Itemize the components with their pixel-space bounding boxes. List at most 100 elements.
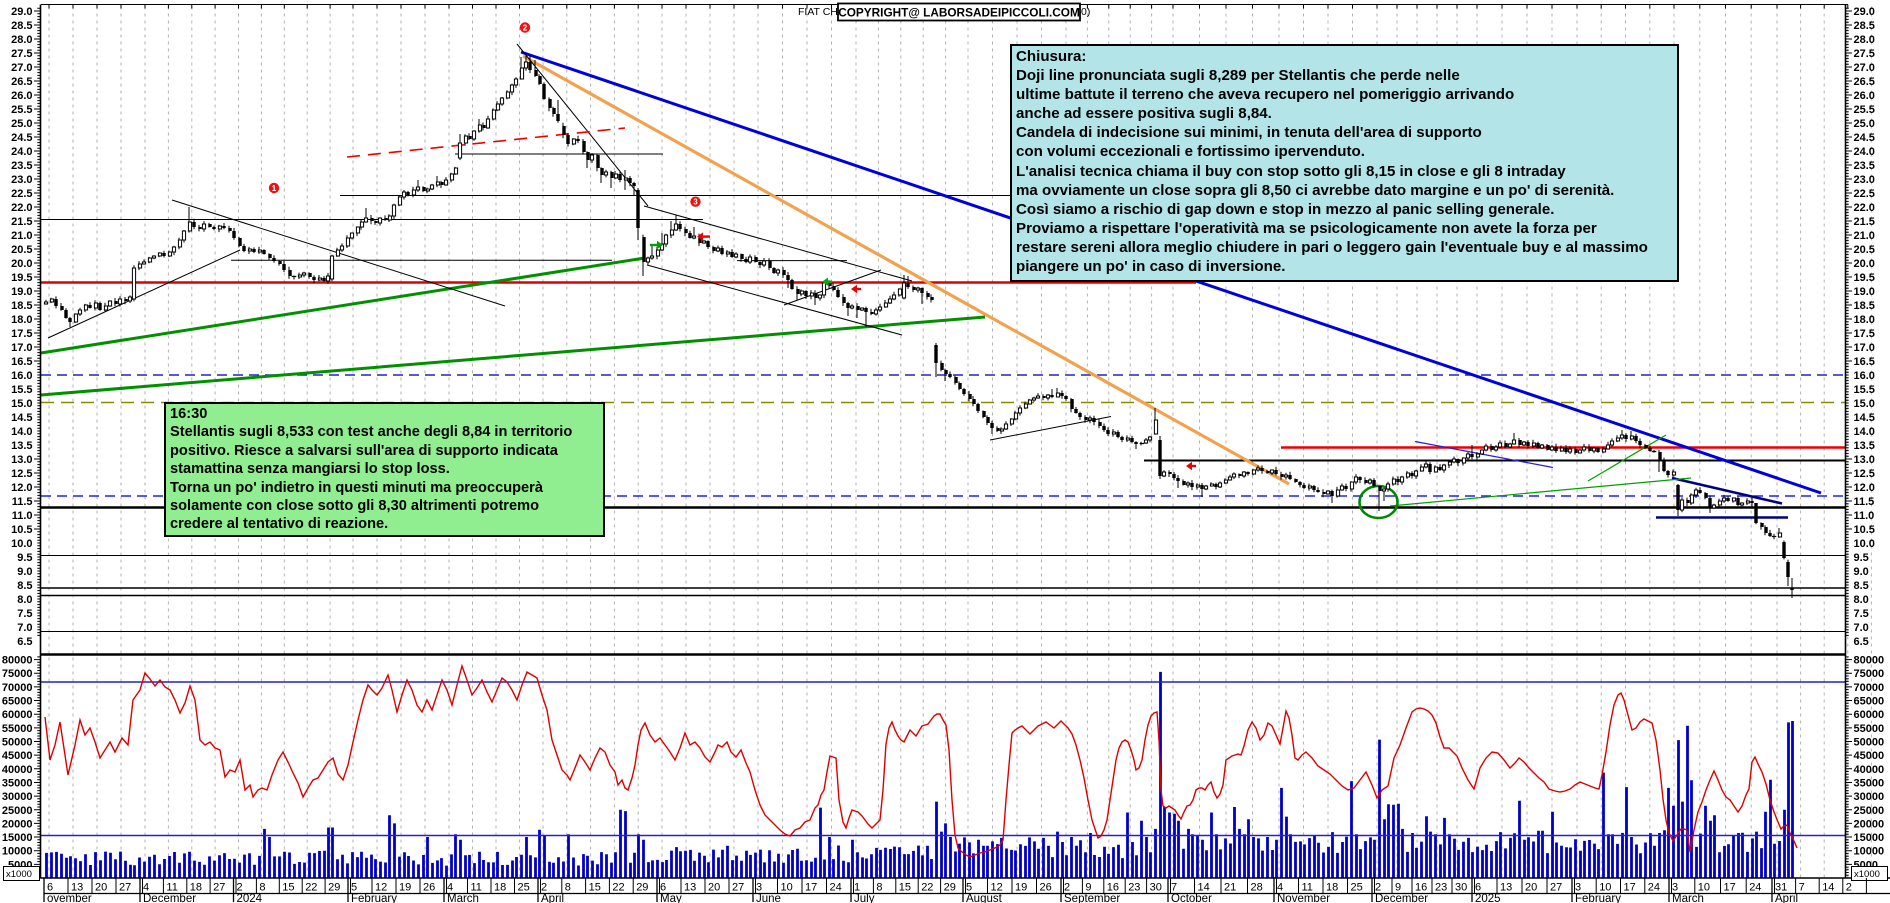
svg-text:75000: 75000	[2, 668, 33, 680]
svg-text:5: 5	[351, 882, 357, 894]
svg-text:20000: 20000	[1854, 818, 1885, 830]
svg-text:February: February	[1575, 893, 1621, 903]
svg-text:8.0: 8.0	[1854, 594, 1869, 606]
svg-text:September: September	[1064, 893, 1120, 903]
svg-text:27: 27	[119, 882, 131, 894]
svg-text:16.5: 16.5	[1854, 356, 1875, 368]
svg-text:COPYRIGHT@ LABORSADEIPICCOLI.C: COPYRIGHT@ LABORSADEIPICCOLI.COM	[838, 6, 1080, 20]
svg-text:22: 22	[305, 882, 317, 894]
svg-text:18.0: 18.0	[11, 314, 32, 326]
svg-text:20.5: 20.5	[1854, 244, 1875, 256]
svg-text:7: 7	[1799, 882, 1805, 894]
svg-text:17.0: 17.0	[11, 342, 32, 354]
svg-text:7: 7	[1171, 882, 1177, 894]
svg-text:35000: 35000	[2, 778, 33, 790]
svg-text:22.0: 22.0	[11, 202, 32, 214]
svg-text:16.5: 16.5	[11, 356, 32, 368]
svg-text:24: 24	[1648, 882, 1660, 894]
svg-text:15000: 15000	[2, 832, 33, 844]
svg-text:17: 17	[805, 882, 817, 894]
svg-text:16.0: 16.0	[1854, 370, 1875, 382]
svg-text:15.0: 15.0	[11, 398, 32, 410]
svg-text:40000: 40000	[2, 764, 33, 776]
svg-text:11.5: 11.5	[1854, 496, 1875, 508]
svg-text:FIAT CHR: FIAT CHR	[798, 6, 846, 18]
svg-text:25.5: 25.5	[1854, 104, 1875, 116]
svg-text:October: October	[1171, 893, 1212, 903]
svg-text:70000: 70000	[1854, 682, 1885, 694]
svg-text:25.0: 25.0	[11, 118, 32, 130]
svg-text:14: 14	[1198, 882, 1210, 894]
svg-text:18.0: 18.0	[1854, 314, 1875, 326]
svg-text:10.5: 10.5	[11, 524, 32, 536]
svg-text:21.5: 21.5	[11, 216, 32, 228]
svg-text:28.5: 28.5	[11, 20, 32, 32]
svg-text:4: 4	[1277, 882, 1283, 894]
svg-text:3: 3	[1575, 882, 1581, 894]
svg-text:11: 11	[166, 882, 177, 894]
svg-text:16: 16	[1107, 882, 1119, 894]
svg-text:1: 1	[854, 882, 860, 894]
svg-text:10.5: 10.5	[1854, 524, 1875, 536]
svg-text:13: 13	[71, 882, 83, 894]
svg-text:7.0: 7.0	[1854, 622, 1869, 634]
svg-text:50000: 50000	[1854, 737, 1885, 749]
svg-text:11.0: 11.0	[12, 510, 33, 522]
svg-text:19.5: 19.5	[11, 272, 32, 284]
svg-text:28: 28	[1251, 882, 1263, 894]
svg-text:May: May	[660, 893, 682, 903]
svg-text:9.5: 9.5	[17, 552, 32, 564]
svg-text:12: 12	[375, 882, 387, 894]
svg-text:6: 6	[47, 882, 53, 894]
svg-text:2: 2	[1064, 882, 1070, 894]
svg-text:March: March	[447, 893, 479, 903]
svg-text:25000: 25000	[1854, 805, 1885, 817]
svg-text:21: 21	[1224, 882, 1236, 894]
svg-text:16: 16	[1415, 882, 1427, 894]
svg-text:18.5: 18.5	[1854, 300, 1875, 312]
svg-text:24.5: 24.5	[1854, 132, 1875, 144]
svg-text:45000: 45000	[2, 750, 33, 762]
svg-text:35000: 35000	[1854, 778, 1885, 790]
svg-text:23.0: 23.0	[1854, 174, 1875, 186]
svg-text:12.0: 12.0	[1854, 482, 1875, 494]
svg-text:April: April	[541, 893, 564, 903]
svg-text:10000: 10000	[1854, 846, 1885, 858]
svg-text:19.0: 19.0	[1854, 286, 1875, 298]
svg-text:19: 19	[399, 882, 411, 894]
svg-text:17.5: 17.5	[11, 328, 32, 340]
svg-text:12.5: 12.5	[1854, 468, 1875, 480]
svg-text:July: July	[854, 893, 875, 903]
svg-text:15: 15	[282, 882, 294, 894]
svg-text:12.5: 12.5	[11, 468, 32, 480]
svg-text:13.0: 13.0	[11, 454, 32, 466]
svg-text:18: 18	[1326, 882, 1338, 894]
svg-text:27.5: 27.5	[11, 48, 32, 60]
svg-text:31: 31	[1775, 882, 1787, 894]
svg-text:20.0: 20.0	[1854, 258, 1875, 270]
svg-text:13: 13	[1500, 882, 1512, 894]
svg-text:2: 2	[541, 882, 547, 894]
svg-text:30: 30	[1150, 882, 1162, 894]
svg-text:6: 6	[1475, 882, 1481, 894]
svg-text:65000: 65000	[2, 696, 33, 708]
svg-text:x1000: x1000	[6, 869, 32, 880]
svg-text:3: 3	[1672, 882, 1678, 894]
svg-text:11: 11	[1302, 882, 1313, 894]
svg-text:18: 18	[190, 882, 202, 894]
svg-text:10.0: 10.0	[1854, 538, 1875, 550]
svg-text:60000: 60000	[1854, 709, 1885, 721]
svg-text:21.0: 21.0	[1854, 230, 1875, 242]
svg-text:4: 4	[143, 882, 149, 894]
svg-text:8.5: 8.5	[17, 580, 32, 592]
svg-text:55000: 55000	[1854, 723, 1885, 735]
svg-text:28.0: 28.0	[11, 34, 32, 46]
svg-text:28.0: 28.0	[1854, 34, 1875, 46]
svg-text:14.0: 14.0	[11, 426, 32, 438]
svg-text:27: 27	[732, 882, 744, 894]
svg-text:2: 2	[1375, 882, 1381, 894]
svg-text:11.0: 11.0	[1854, 510, 1875, 522]
svg-text:2: 2	[1846, 882, 1852, 894]
svg-text:26: 26	[423, 882, 435, 894]
svg-text:5: 5	[966, 882, 972, 894]
